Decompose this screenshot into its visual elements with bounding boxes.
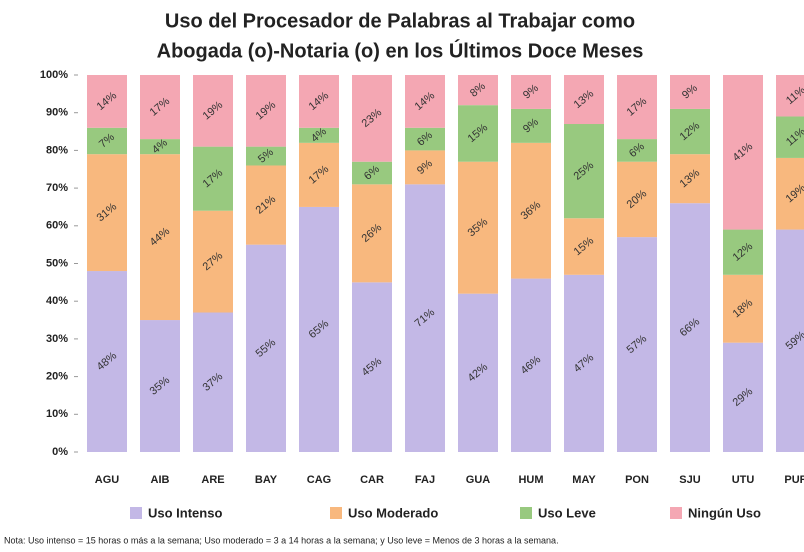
bar-segment — [670, 203, 710, 452]
x-tick-label: UTU — [732, 474, 755, 486]
bar-segment — [564, 75, 604, 125]
bar-segment — [352, 161, 392, 185]
chart-title: Uso del Procesador de Palabras al Trabaj… — [165, 10, 635, 32]
bar-segment — [776, 75, 804, 117]
bar-segment — [458, 75, 498, 106]
y-tick-label: 20% — [46, 371, 68, 383]
bar-segment — [299, 127, 339, 143]
bar-segment — [246, 244, 286, 452]
y-tick-label: 0% — [52, 446, 68, 458]
bar-segment — [405, 75, 445, 128]
bar-segment — [564, 218, 604, 275]
x-tick-label: SJU — [679, 474, 700, 486]
bar-segment — [246, 165, 286, 245]
bar-segment — [193, 210, 233, 313]
x-tick-label: CAG — [307, 474, 331, 486]
bar-segment — [352, 184, 392, 283]
y-tick-label: 90% — [46, 107, 68, 119]
bar-segment — [193, 75, 233, 147]
y-tick-label: 100% — [40, 69, 68, 81]
bar-segment — [511, 142, 551, 279]
bar-segment — [723, 75, 763, 230]
bar-segment — [617, 161, 657, 238]
note: Nota: Uso intenso = 15 horas o más a la … — [4, 535, 559, 545]
y-tick-label: 80% — [46, 144, 68, 156]
bar-segment — [87, 271, 127, 452]
bar-segment — [299, 142, 339, 207]
x-tick-label: AIB — [151, 474, 170, 486]
x-tick-label: ARE — [201, 474, 224, 486]
bar-segment — [193, 146, 233, 211]
x-tick-label: CAR — [360, 474, 384, 486]
bar-segment — [564, 124, 604, 219]
x-tick-label: FAJ — [415, 474, 435, 486]
bar-segment — [617, 75, 657, 140]
bar-segment — [140, 154, 180, 321]
legend-swatch — [330, 507, 342, 519]
y-tick-label: 50% — [46, 257, 68, 269]
bar-segment — [458, 293, 498, 452]
bar-segment — [617, 237, 657, 452]
bar-segment — [458, 105, 498, 162]
bar-segment — [670, 75, 710, 109]
bar-segment — [140, 75, 180, 140]
x-tick-label: BAY — [255, 474, 278, 486]
bar-segment — [405, 150, 445, 185]
legend-swatch — [130, 507, 142, 519]
bar-segment — [670, 108, 710, 155]
x-tick-label: PON — [625, 474, 649, 486]
y-tick-label: 30% — [46, 333, 68, 345]
y-tick-label: 40% — [46, 295, 68, 307]
bar-segment — [564, 274, 604, 452]
bar-segment — [723, 274, 763, 343]
legend-label: Uso Leve — [538, 505, 596, 520]
bar-segment — [617, 139, 657, 162]
bar-segment — [776, 157, 804, 230]
legend-label: Uso Moderado — [348, 505, 438, 520]
bar-segment — [246, 75, 286, 147]
bar-segment — [352, 75, 392, 162]
x-tick-label: HUM — [518, 474, 543, 486]
bar-segment — [776, 116, 804, 158]
bar-segment — [87, 75, 127, 128]
bar-segment — [352, 282, 392, 452]
bar-segment — [299, 75, 339, 128]
chart-title: Abogada (o)-Notaria (o) en los Últimos D… — [157, 38, 644, 62]
legend-label: Ningún Uso — [688, 505, 761, 520]
x-tick-label: AGU — [95, 474, 120, 486]
bar-segment — [193, 312, 233, 452]
x-tick-label: PUR — [784, 474, 804, 486]
bar-segment — [87, 127, 127, 155]
bar-segment — [140, 139, 180, 155]
bar-segment — [670, 154, 710, 204]
legend-label: Uso Intenso — [148, 505, 222, 520]
bar-segment — [299, 206, 339, 452]
y-tick-label: 10% — [46, 408, 68, 420]
bar-segment — [405, 127, 445, 151]
bar-segment — [140, 320, 180, 452]
bar-segment — [723, 229, 763, 275]
bar-segment — [458, 161, 498, 294]
x-tick-label: GUA — [466, 474, 491, 486]
bar-segment — [511, 278, 551, 452]
y-tick-label: 60% — [46, 220, 68, 232]
bar-segment — [723, 342, 763, 452]
y-tick-label: 70% — [46, 182, 68, 194]
x-tick-label: MAY — [572, 474, 596, 486]
legend-swatch — [520, 507, 532, 519]
bar-segment — [246, 146, 286, 166]
bar-segment — [405, 184, 445, 452]
bar-segment — [87, 154, 127, 272]
bar-segment — [776, 229, 804, 452]
bar-segment — [511, 75, 551, 109]
legend-swatch — [670, 507, 682, 519]
bar-segment — [511, 108, 551, 143]
